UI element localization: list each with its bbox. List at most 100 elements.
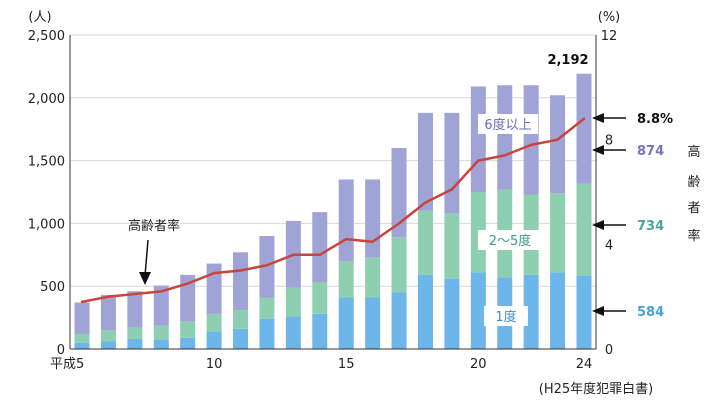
vertical-label-char-2: 者 <box>687 201 700 216</box>
rate-point-13 <box>292 253 295 256</box>
rate-last-arrow-head <box>592 113 604 123</box>
rate-line <box>81 117 585 304</box>
bar-8-s0 <box>153 339 169 349</box>
bar-5-s0 <box>74 342 90 349</box>
bar-10-s1 <box>206 313 222 332</box>
rate-point-24 <box>582 117 586 120</box>
y-left-tick-5: 2,500 <box>28 29 65 44</box>
bar-7-s0 <box>127 338 143 349</box>
bar-11-s1 <box>233 310 249 329</box>
bar-13-s0 <box>285 316 301 349</box>
bar-9-s0 <box>180 337 196 349</box>
series-last-arrow-head-874 <box>592 145 604 155</box>
rate-line-group <box>80 117 586 304</box>
bar-14-s1 <box>312 282 328 314</box>
bar-22-s2 <box>523 85 539 195</box>
rate-point-14 <box>318 253 321 256</box>
bar-24-s0 <box>576 275 592 349</box>
series-label-bg-25 <box>478 230 542 250</box>
bar-17-s1 <box>391 237 407 293</box>
rate-point-15 <box>345 237 348 241</box>
series-last-label-734: 734 <box>637 219 664 234</box>
series-last-label-584: 584 <box>637 305 664 320</box>
rate-point-16 <box>371 240 374 243</box>
bar-14-s0 <box>312 313 328 349</box>
bar-5-s1 <box>74 333 90 343</box>
bar-10-s2 <box>206 263 222 314</box>
bar-15-s0 <box>338 297 354 349</box>
bar-12-s0 <box>259 318 275 349</box>
y-left-tick-0: 0 <box>57 343 65 358</box>
bar-8-s1 <box>153 325 169 340</box>
series-last-arrow-head-734 <box>592 220 604 230</box>
rate-point-11 <box>239 269 242 272</box>
bar-7-s1 <box>127 327 143 339</box>
rate-callout-arrow-head <box>139 272 151 285</box>
rate-last-label: 8.8% <box>637 112 673 127</box>
y-left-tick-3: 1,500 <box>28 155 65 170</box>
bar-10-s0 <box>206 331 222 349</box>
rate-point-9 <box>186 282 189 285</box>
bar-11-s2 <box>233 252 249 311</box>
y-right-tick-0: 0 <box>605 343 613 358</box>
bar-23-s0 <box>550 272 566 349</box>
bar-11-s0 <box>233 328 249 349</box>
series-label-25: 2～5度 <box>489 233 532 249</box>
rate-point-6 <box>107 295 110 298</box>
bar-23-s2 <box>550 95 566 194</box>
bar-24-s1 <box>576 183 592 276</box>
left-axis-unit: (人) <box>28 10 51 25</box>
y-left-tick-2: 1,000 <box>28 217 65 232</box>
bar-9-s1 <box>180 321 196 338</box>
series-label-6: 6度以上 <box>484 117 531 133</box>
rate-point-12 <box>265 264 269 267</box>
series-label-1: 1度 <box>495 309 516 325</box>
bar-15-s2 <box>338 179 354 262</box>
bar-6-s2 <box>100 294 116 331</box>
y-right-tick-3: 12 <box>601 29 618 44</box>
bar-17-s0 <box>391 292 407 349</box>
bar-23-s1 <box>550 193 566 273</box>
total-last-label: 2,192 <box>547 53 588 68</box>
bar-14-s2 <box>312 212 328 283</box>
series-label-bg-1 <box>484 306 528 326</box>
vertical-label-char-1: 齢 <box>687 175 700 190</box>
bar-5-s2 <box>74 302 90 334</box>
rate-point-20 <box>477 159 480 162</box>
bar-21-s2 <box>497 85 513 190</box>
rate-point-22 <box>529 143 533 147</box>
bar-18-s2 <box>417 112 433 211</box>
y-right-tick-1: 4 <box>605 238 613 253</box>
right-axis-unit: (%) <box>598 10 621 25</box>
vertical-label-char-0: 高 <box>687 144 700 160</box>
bar-17-s2 <box>391 148 407 238</box>
rate-callout-arrow-line <box>144 239 149 277</box>
y-left-tick-4: 2,000 <box>28 92 65 107</box>
rate-point-5 <box>80 300 84 304</box>
rate-point-23 <box>556 138 559 141</box>
x-tick-3: 20 <box>470 357 487 372</box>
x-tick-2: 15 <box>338 357 355 372</box>
rate-point-17 <box>397 222 401 225</box>
bar-19-s1 <box>444 213 460 279</box>
bar-24-s2 <box>576 73 592 184</box>
bar-18-s1 <box>417 210 433 275</box>
x-tick-4: 24 <box>576 357 593 372</box>
x-tick-1: 10 <box>206 357 223 372</box>
bar-9-s2 <box>180 274 196 322</box>
bar-16-s1 <box>365 257 381 298</box>
bar-13-s1 <box>285 287 301 317</box>
bar-6-s1 <box>100 330 116 342</box>
series-label-bg-6 <box>478 114 538 134</box>
bar-12-s1 <box>259 297 275 319</box>
bar-15-s1 <box>338 261 354 298</box>
y-left-tick-1: 500 <box>40 280 65 295</box>
bar-7-s2 <box>127 291 143 328</box>
axes: 0 500 1,000 1,500 2,000 2,500 0 4 8 12 平成5 10 15 20 24 <box>28 29 617 372</box>
source-note: (H25年度犯罪白書) <box>539 381 653 397</box>
rate-callout-label: 高齢者率 <box>128 218 180 234</box>
bar-6-s0 <box>100 341 116 349</box>
bar-16-s0 <box>365 297 381 349</box>
bar-20-s0 <box>470 272 486 349</box>
